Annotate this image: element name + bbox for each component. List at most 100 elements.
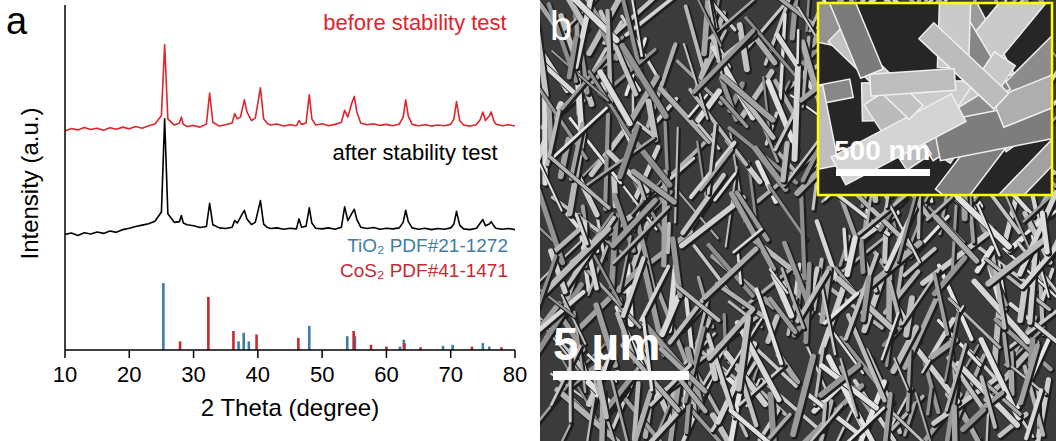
needle xyxy=(1004,334,1008,366)
x-tick xyxy=(386,350,388,358)
needle xyxy=(662,297,678,334)
needle xyxy=(847,238,855,274)
needle xyxy=(894,358,908,389)
needle xyxy=(934,274,947,334)
reference-stick xyxy=(237,341,240,350)
inset-scale-bar xyxy=(836,169,930,176)
needle xyxy=(589,256,596,288)
flake xyxy=(818,3,883,78)
inset-frame xyxy=(818,3,1052,195)
needle xyxy=(861,241,863,272)
needle xyxy=(612,380,633,441)
needle xyxy=(546,108,606,164)
needle xyxy=(591,249,621,305)
x-tick xyxy=(193,350,195,358)
x-tick xyxy=(450,350,452,358)
needle xyxy=(897,193,915,260)
needle xyxy=(1020,288,1025,320)
needle-shadow xyxy=(634,1,644,57)
needle-shadow xyxy=(615,208,670,264)
needle xyxy=(620,127,637,177)
needle xyxy=(598,378,606,417)
inset-image xyxy=(818,3,1052,195)
needle xyxy=(584,397,594,441)
needle xyxy=(755,149,785,189)
reference-stick xyxy=(346,336,349,350)
sem-image xyxy=(540,0,1056,441)
needle xyxy=(988,240,1043,283)
x-tick xyxy=(257,350,259,358)
y-axis-line xyxy=(64,5,66,350)
needle xyxy=(576,215,587,244)
needle xyxy=(641,266,668,319)
series-label: TiO₂ PDF#21-1272 xyxy=(347,235,508,256)
needle xyxy=(978,205,1000,256)
needle xyxy=(723,77,773,120)
needle xyxy=(928,389,931,414)
needle xyxy=(981,377,995,427)
xrd-curve xyxy=(65,45,515,131)
flake xyxy=(870,69,956,96)
reference-stick xyxy=(403,343,406,350)
series-label: CoS₂ PDF#41-1471 xyxy=(340,260,508,281)
needle xyxy=(549,4,576,81)
scale-bar xyxy=(553,371,689,380)
needle xyxy=(1021,345,1038,402)
reference-stick xyxy=(451,345,454,350)
needle xyxy=(883,394,891,441)
needle xyxy=(649,101,656,139)
x-tick-label: 30 xyxy=(181,362,205,387)
needle xyxy=(632,0,642,56)
x-tick-label: 40 xyxy=(246,362,270,387)
needle xyxy=(701,150,732,190)
x-tick-label: 50 xyxy=(310,362,334,387)
needle-shadow xyxy=(548,110,608,166)
needle xyxy=(882,313,898,359)
needle xyxy=(821,284,835,354)
x-tick-label: 80 xyxy=(503,362,527,387)
x-tick-label: 60 xyxy=(374,362,398,387)
needle xyxy=(821,365,858,395)
needle xyxy=(708,0,722,73)
needle xyxy=(795,66,798,159)
needle xyxy=(686,6,705,74)
data-layer xyxy=(65,45,515,350)
reference-stick xyxy=(232,331,235,350)
needle xyxy=(863,278,869,320)
needle xyxy=(559,423,571,441)
xrd-curve xyxy=(65,119,515,236)
needle xyxy=(705,249,756,298)
needle xyxy=(540,22,546,96)
needle xyxy=(1042,213,1047,252)
needle xyxy=(888,408,941,441)
needle xyxy=(679,0,721,46)
needle xyxy=(739,318,748,389)
panel-label: a xyxy=(6,0,28,42)
reference-stick xyxy=(308,326,311,350)
reference-stick xyxy=(207,297,210,350)
x-tick xyxy=(64,350,66,358)
needle xyxy=(908,350,910,410)
needle xyxy=(686,405,688,432)
needle xyxy=(622,46,665,116)
panel-label: b xyxy=(550,4,572,48)
needle-shadow xyxy=(702,151,733,191)
needle xyxy=(620,236,631,291)
needle xyxy=(782,406,841,441)
inset-scale-label: 500 nm xyxy=(834,135,931,166)
needle xyxy=(936,217,977,261)
needle xyxy=(675,128,678,223)
needle xyxy=(793,357,813,435)
needle xyxy=(614,207,669,263)
reference-stick xyxy=(242,333,245,350)
needle xyxy=(682,198,744,246)
background xyxy=(0,0,1056,441)
needle xyxy=(746,18,796,76)
needle xyxy=(605,114,608,209)
needle xyxy=(694,31,753,92)
reference-stick xyxy=(402,340,405,350)
reference-stick xyxy=(162,283,165,350)
needle xyxy=(721,98,746,127)
needle xyxy=(629,409,681,441)
series-label: before stability test xyxy=(323,10,506,35)
